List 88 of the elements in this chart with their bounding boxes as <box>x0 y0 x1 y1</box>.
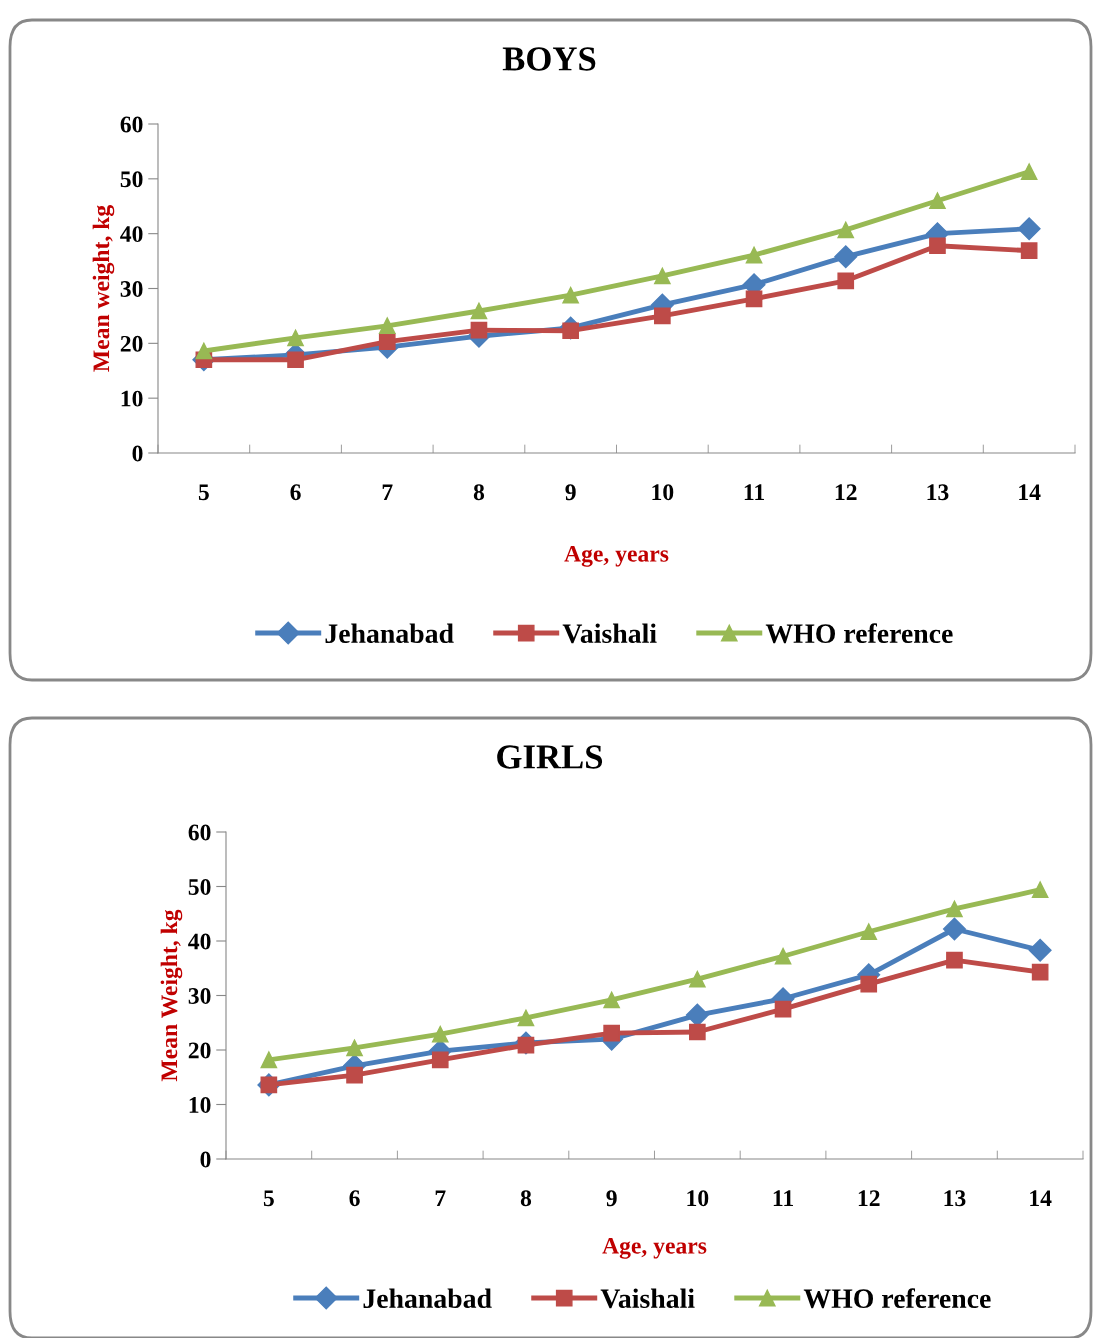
x-tick-label: 8 <box>520 1190 532 1207</box>
y-tick-label: 60 <box>120 116 143 133</box>
point <box>654 307 671 325</box>
point <box>774 947 792 965</box>
x-tick-label: 14 <box>1030 1190 1052 1206</box>
point <box>946 900 963 918</box>
point <box>834 245 858 269</box>
point <box>287 329 304 347</box>
point <box>942 917 966 941</box>
point <box>562 322 579 340</box>
y-tick-label: 40 <box>120 226 143 243</box>
x-tick-label: 8 <box>473 484 485 501</box>
x-axis-title: Age, years <box>564 545 669 567</box>
point <box>378 333 396 351</box>
y-tick-label: 0 <box>132 445 143 462</box>
chart-title: BOYS <box>502 47 596 71</box>
x-tick-label: 6 <box>290 484 301 501</box>
y-tick-label: 30 <box>188 987 211 1004</box>
x-tick-label: 11 <box>744 484 764 500</box>
point <box>689 1023 706 1041</box>
point <box>260 1051 278 1069</box>
x-tick-label: 5 <box>263 1190 274 1207</box>
y-tick-label: 30 <box>120 280 143 297</box>
point <box>929 192 946 210</box>
point <box>378 317 396 335</box>
point <box>860 923 878 941</box>
point <box>745 290 763 308</box>
point <box>470 321 488 339</box>
point <box>470 302 488 320</box>
y-axis-title: Mean weight, kg <box>92 205 115 372</box>
legend-label: Vaishali <box>600 1288 695 1309</box>
x-tick-label: 13 <box>944 1190 966 1207</box>
y-tick-label: 0 <box>200 1151 211 1168</box>
x-tick-label: 10 <box>652 484 674 501</box>
point <box>1017 217 1041 241</box>
point <box>562 286 579 304</box>
x-axis-title: Age, years <box>602 1237 707 1259</box>
x-tick-label: 7 <box>435 1190 446 1206</box>
point <box>431 1025 449 1043</box>
point <box>1020 242 1038 259</box>
point <box>654 267 671 285</box>
point <box>1020 163 1038 181</box>
legend-label: Jehanabad <box>325 623 454 644</box>
y-tick-label: 50 <box>188 878 211 895</box>
point <box>195 342 213 360</box>
point <box>1028 938 1052 962</box>
point <box>603 991 620 1009</box>
point <box>287 351 304 369</box>
y-tick-label: 10 <box>189 1096 211 1113</box>
y-tick-label: 20 <box>120 335 143 352</box>
point <box>837 221 855 239</box>
x-tick-label: 5 <box>198 484 209 501</box>
legend-label: Jehanabad <box>363 1288 492 1309</box>
x-tick-label: 9 <box>565 484 576 501</box>
x-tick-label: 12 <box>858 1190 880 1206</box>
y-tick-label: 10 <box>121 390 143 407</box>
y-axis-title: Mean Weight, kg <box>160 909 183 1082</box>
x-tick-label: 14 <box>1019 484 1041 500</box>
point <box>929 237 946 255</box>
y-tick-label: 50 <box>120 171 143 188</box>
point <box>689 970 706 988</box>
legend-label: WHO reference <box>803 1288 991 1309</box>
point <box>346 1039 363 1057</box>
chart-title: GIRLS <box>497 745 603 769</box>
point <box>685 1003 709 1027</box>
y-tick-label: 40 <box>188 933 211 950</box>
x-tick-label: 6 <box>349 1190 360 1207</box>
point <box>745 246 763 264</box>
point <box>837 272 855 290</box>
point <box>860 975 878 993</box>
x-tick-label: 13 <box>927 484 949 501</box>
x-tick-label: 7 <box>382 484 393 500</box>
y-tick-label: 20 <box>188 1042 211 1059</box>
point <box>1031 881 1049 899</box>
point <box>1031 963 1049 981</box>
legend-label: WHO reference <box>765 623 953 644</box>
legend-label: Vaishali <box>562 623 657 644</box>
x-tick-label: 9 <box>606 1190 617 1207</box>
point <box>603 1024 620 1042</box>
point <box>431 1051 449 1069</box>
point <box>346 1066 363 1084</box>
x-tick-label: 11 <box>773 1190 793 1206</box>
x-tick-label: 10 <box>687 1190 709 1207</box>
x-tick-label: 12 <box>835 484 857 500</box>
y-tick-label: 60 <box>188 824 211 841</box>
point <box>946 951 963 969</box>
point <box>774 1000 792 1018</box>
point <box>517 1009 535 1027</box>
